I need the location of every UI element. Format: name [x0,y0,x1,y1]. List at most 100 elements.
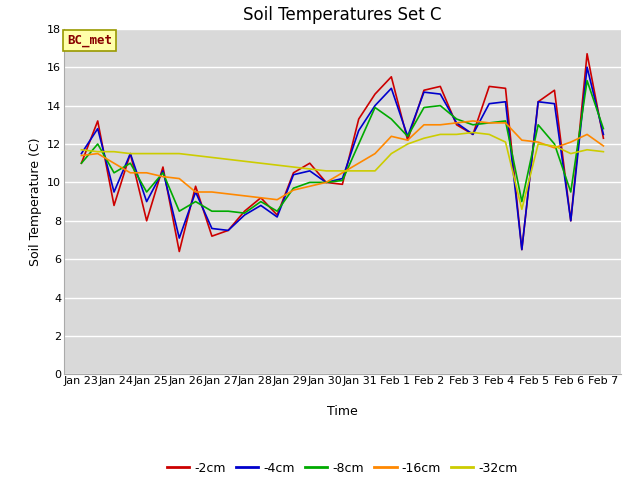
-4cm [502,99,509,105]
-4cm [323,180,330,185]
-2cm [241,208,248,214]
-8cm [192,199,200,204]
-32cm [208,155,216,160]
-8cm [143,189,150,195]
-16cm [323,180,330,185]
-8cm [420,105,428,110]
-16cm [518,137,525,143]
Line: -2cm: -2cm [81,54,604,252]
-32cm [94,149,102,155]
-16cm [583,132,591,137]
-4cm [159,168,167,174]
-8cm [77,160,85,166]
-2cm [452,122,460,128]
-32cm [175,151,183,156]
Line: -32cm: -32cm [81,132,604,209]
-16cm [485,120,493,126]
-2cm [192,183,200,189]
-8cm [436,103,444,108]
-16cm [77,153,85,158]
-32cm [127,151,134,156]
-2cm [208,233,216,239]
-16cm [273,197,281,203]
-2cm [94,118,102,124]
-32cm [583,147,591,153]
-2cm [257,195,265,201]
-16cm [143,170,150,176]
-32cm [485,132,493,137]
-16cm [306,183,314,189]
-8cm [273,208,281,214]
-32cm [387,151,395,156]
-32cm [567,151,575,156]
-4cm [469,132,477,137]
-8cm [485,120,493,126]
-16cm [159,174,167,180]
-8cm [127,160,134,166]
-4cm [192,189,200,195]
-8cm [355,141,362,147]
-32cm [241,158,248,164]
Line: -4cm: -4cm [81,67,604,250]
-2cm [371,91,379,97]
-8cm [339,178,346,183]
-32cm [600,149,607,155]
-32cm [550,143,558,149]
-16cm [567,139,575,145]
-16cm [436,122,444,128]
-2cm [323,180,330,185]
-4cm [241,212,248,218]
-16cm [469,118,477,124]
-2cm [110,203,118,208]
-8cm [94,141,102,147]
-8cm [110,170,118,176]
-16cm [192,189,200,195]
-8cm [306,180,314,185]
-2cm [469,132,477,137]
-2cm [420,87,428,93]
Text: BC_met: BC_met [67,34,112,47]
-2cm [273,212,281,218]
-8cm [241,210,248,216]
-16cm [241,193,248,199]
-32cm [77,147,85,153]
-32cm [273,162,281,168]
-4cm [257,203,265,208]
-2cm [339,181,346,187]
-2cm [600,135,607,141]
-32cm [143,151,150,156]
-4cm [110,189,118,195]
-4cm [436,91,444,97]
-32cm [306,166,314,172]
-2cm [225,228,232,233]
-2cm [159,164,167,170]
-2cm [404,137,412,143]
-16cm [355,160,362,166]
-4cm [77,151,85,156]
-8cm [323,180,330,185]
-32cm [159,151,167,156]
-8cm [225,208,232,214]
-32cm [420,135,428,141]
-8cm [550,141,558,147]
-4cm [518,247,525,252]
-4cm [290,172,298,178]
-32cm [469,130,477,135]
-4cm [567,218,575,224]
-2cm [306,160,314,166]
-8cm [371,105,379,110]
-4cm [339,176,346,181]
-4cm [225,228,232,233]
Y-axis label: Soil Temperature (C): Soil Temperature (C) [29,137,42,266]
-8cm [518,199,525,204]
-2cm [355,116,362,122]
-4cm [387,85,395,91]
-4cm [420,89,428,95]
-4cm [485,101,493,107]
Line: -8cm: -8cm [81,81,604,213]
-2cm [550,87,558,93]
-8cm [290,185,298,191]
-8cm [404,133,412,139]
-2cm [175,249,183,254]
-32cm [323,168,330,174]
